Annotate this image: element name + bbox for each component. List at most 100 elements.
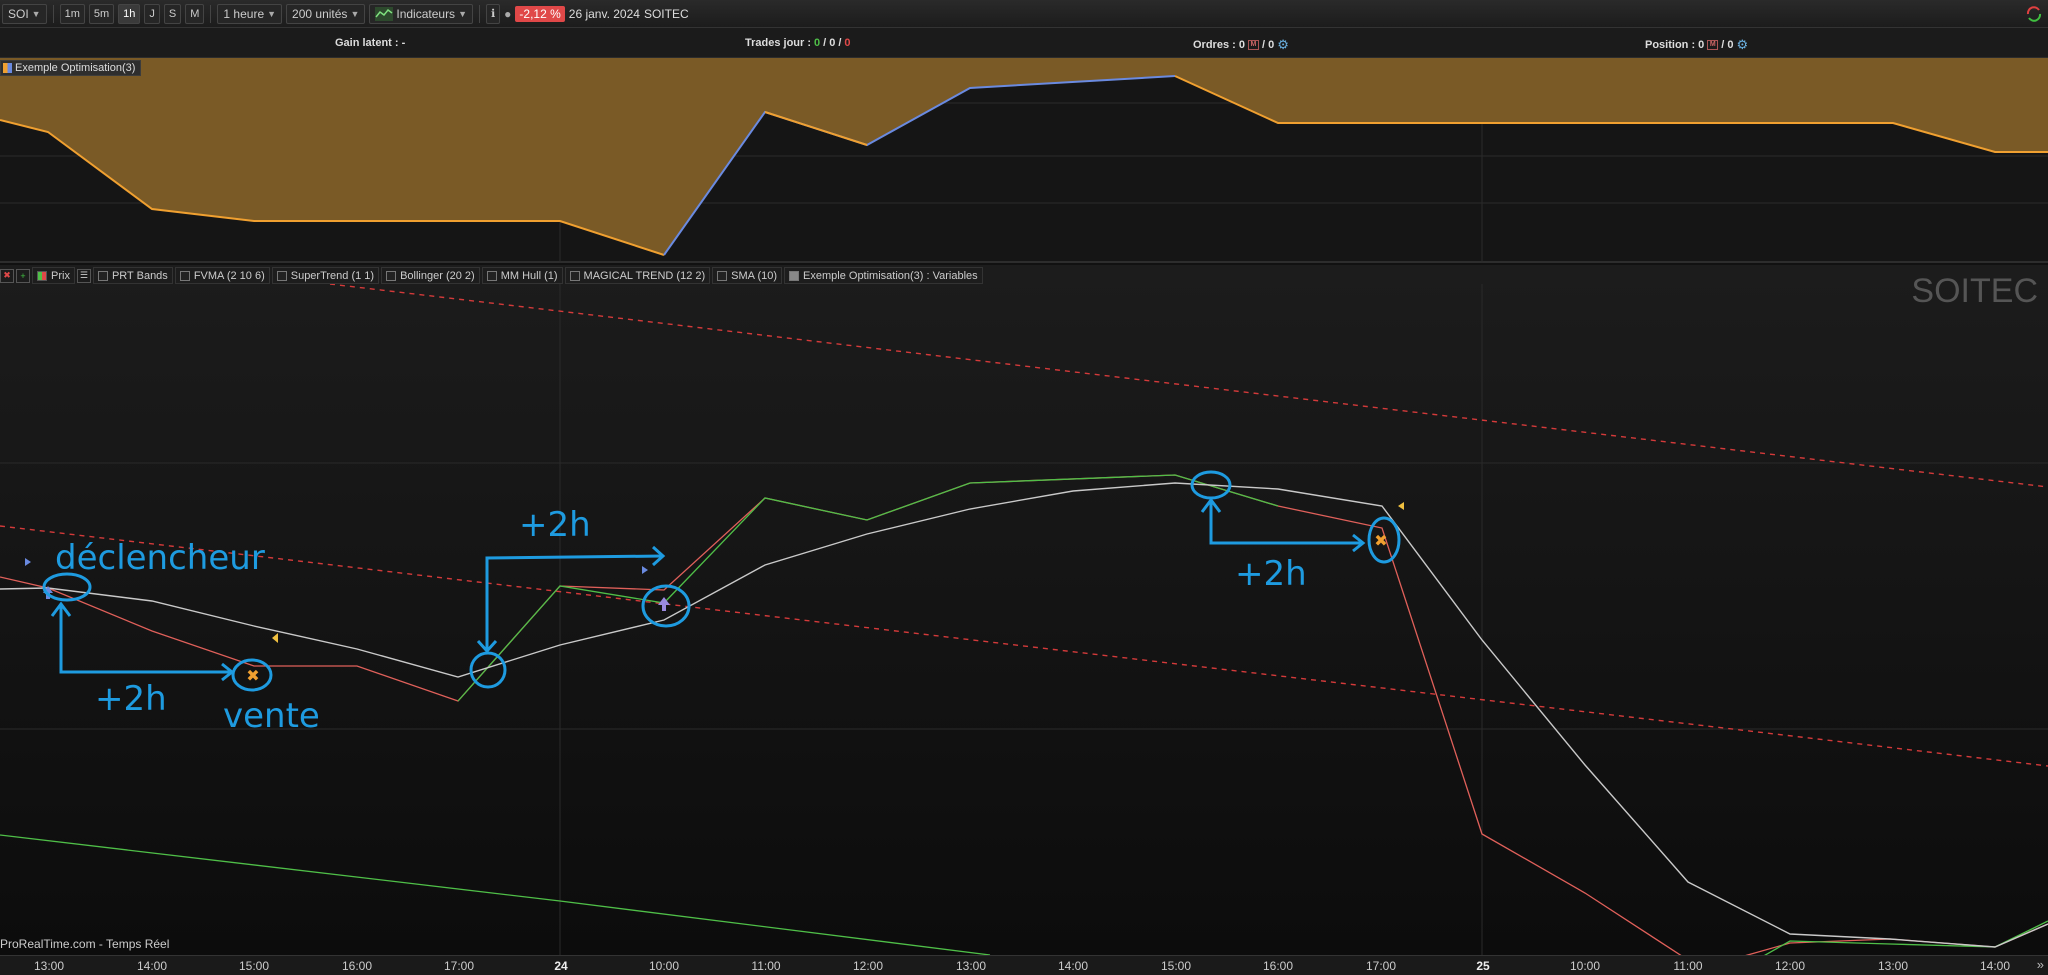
list-icon[interactable]: ☰ <box>76 268 91 283</box>
legend-item[interactable]: Exemple Optimisation(3) : Variables <box>784 267 983 284</box>
marker-icon <box>1398 502 1404 510</box>
orders-label: Ordres : 0 <box>1193 39 1245 51</box>
legend-item[interactable]: PRT Bands <box>92 267 173 284</box>
timeframe-month[interactable]: M <box>185 3 205 24</box>
time-axis[interactable]: 13:00 14:00 15:00 16:00 17:00 24 10:00 1… <box>0 955 2048 975</box>
timeframe-5m[interactable]: 5m <box>88 3 115 24</box>
indicators-label: Indicateurs <box>396 6 456 21</box>
remove-indicator-icon[interactable]: ✖ <box>0 268 14 283</box>
timeframe-1m[interactable]: 1m <box>59 3 85 24</box>
indicator-panel-title: Exemple Optimisation(3) <box>15 62 136 74</box>
separator <box>52 4 54 23</box>
timeframe-week[interactable]: S <box>163 3 182 24</box>
legend-checkbox[interactable] <box>717 270 728 281</box>
indicator-color-swatch <box>3 63 12 73</box>
chevron-down-icon: ▼ <box>267 8 277 19</box>
trades-sep: / <box>823 37 827 49</box>
legend-item-prix[interactable]: Prix <box>32 267 75 284</box>
time-tick: 17:00 <box>443 959 475 973</box>
legend-checkbox[interactable] <box>97 270 108 281</box>
price-line <box>0 482 2048 948</box>
annotation-arrow <box>59 604 232 674</box>
legend-checkbox[interactable] <box>789 270 800 281</box>
day-trades-label: Trades jour : <box>745 37 812 49</box>
timeframe-1h[interactable]: 1h <box>118 3 141 24</box>
legend-checkbox[interactable] <box>179 270 190 281</box>
sell-cross-icon[interactable]: ✖ <box>1374 531 1387 550</box>
time-tick-day: 24 <box>554 959 568 973</box>
time-tick: 16:00 <box>341 959 373 973</box>
position-book-icon[interactable]: M <box>1707 40 1719 50</box>
time-tick: 14:00 <box>1979 959 2011 973</box>
buy-arrow-icon[interactable] <box>658 597 670 611</box>
annotation-drawings <box>42 470 1401 692</box>
trades-win: 0 <box>814 37 821 49</box>
annotation-trigger-text: déclencheur <box>55 538 265 578</box>
time-tick: 15:00 <box>1160 959 1192 973</box>
add-indicator-icon[interactable]: + <box>16 268 30 283</box>
order-book-icon[interactable]: M <box>1247 40 1259 50</box>
green-indicator-line <box>0 834 991 955</box>
units-dropdown[interactable]: 200 unités ▼ <box>286 3 366 24</box>
trades-neutral: 0 <box>829 37 836 49</box>
day-trades: Trades jour : 0 / 0 / 0 <box>745 37 851 49</box>
trendline-dashed-upper[interactable] <box>329 283 2048 488</box>
time-tick: 16:00 <box>1262 959 1294 973</box>
legend-label: MAGICAL TREND (12 2) <box>583 269 706 282</box>
unrealized-gain: Gain latent : - <box>335 37 405 49</box>
sell-cross-icon[interactable]: ✖ <box>246 666 259 685</box>
legend-item[interactable]: FVMA (2 10 6) <box>174 267 270 284</box>
legend-item[interactable]: Bollinger (20 2) <box>381 267 480 284</box>
time-tick: 13:00 <box>955 959 987 973</box>
annotation-plus2h-text: +2h <box>95 679 167 719</box>
info-icon[interactable]: ℹ <box>485 3 501 24</box>
indicator-panel-label[interactable]: Exemple Optimisation(3) <box>0 60 142 76</box>
legend-item[interactable]: SMA (10) <box>712 267 783 284</box>
legend-label: Bollinger (20 2) <box>400 269 475 282</box>
legend-checkbox[interactable] <box>386 270 397 281</box>
legend-label: MM Hull (1) <box>500 269 558 282</box>
legend-label: FVMA (2 10 6) <box>193 269 265 282</box>
symbol-selector[interactable]: SOI ▼ <box>2 3 47 24</box>
marker-icon <box>25 558 31 566</box>
scroll-right-icon[interactable]: » <box>2036 957 2044 972</box>
price-style-icon <box>37 270 47 281</box>
timeframe-day[interactable]: J <box>144 3 160 24</box>
legend-checkbox[interactable] <box>486 270 497 281</box>
annotation-circle <box>1367 516 1401 564</box>
annotation-plus2h-text: +2h <box>519 505 591 545</box>
annotation-arrowhead <box>221 662 235 682</box>
chevron-down-icon: ▼ <box>31 8 41 19</box>
annotation-arrowhead <box>1200 497 1222 513</box>
indicator-line-orange <box>0 119 665 256</box>
legend-label: PRT Bands <box>111 269 168 282</box>
annotation-circle <box>42 572 92 602</box>
account-infobar: Gain latent : - Trades jour : 0 / 0 / 0 … <box>0 28 2048 58</box>
indicator-area <box>0 58 2048 255</box>
unrealized-gain-text: Gain latent : - <box>335 37 406 49</box>
legend-item[interactable]: MM Hull (1) <box>481 267 563 284</box>
legend-label: SMA (10) <box>731 269 778 282</box>
legend-checkbox[interactable] <box>569 270 580 281</box>
settings-gear-icon[interactable]: ⚙ <box>1277 37 1289 52</box>
indicator-line-orange <box>764 111 868 146</box>
refresh-icon[interactable] <box>2024 4 2044 24</box>
position-label: Position : 0 <box>1645 39 1705 51</box>
annotation-plus2h-text: +2h <box>1235 554 1307 594</box>
legend-item[interactable]: MAGICAL TREND (12 2) <box>564 267 711 284</box>
legend-checkbox[interactable] <box>276 270 287 281</box>
time-tick: 10:00 <box>648 959 680 973</box>
period-dropdown[interactable]: 1 heure ▼ <box>217 3 283 24</box>
position-tail: / 0 <box>1721 39 1734 51</box>
indicators-button[interactable]: Indicateurs ▼ <box>369 3 473 24</box>
trades-loss: 0 <box>844 37 851 49</box>
indicator-panel[interactable]: Exemple Optimisation(3) <box>0 58 2048 263</box>
settings-gear-icon[interactable]: ⚙ <box>1736 37 1749 52</box>
time-tick: 11:00 <box>751 959 781 973</box>
trendline-dashed-lower[interactable] <box>0 525 2048 767</box>
indicator-chart-icon <box>375 6 394 21</box>
price-chart-panel[interactable] <box>0 265 2048 955</box>
legend-item[interactable]: SuperTrend (1 1) <box>271 267 380 284</box>
orders-tail: / 0 <box>1261 39 1275 51</box>
annotation-circle <box>469 651 507 689</box>
